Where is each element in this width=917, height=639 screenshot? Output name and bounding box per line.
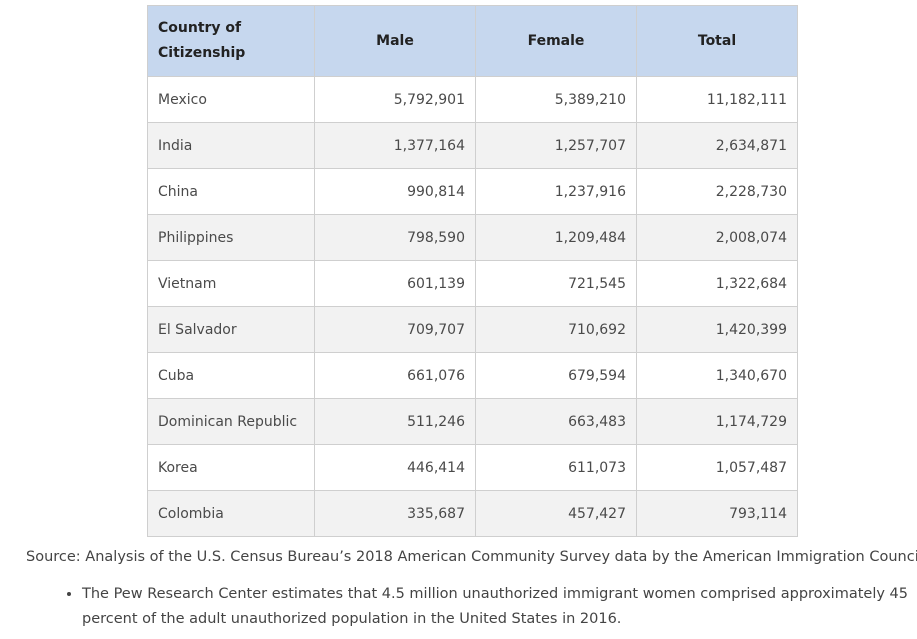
male-cell: 601,139 <box>314 260 476 307</box>
total-cell: 2,008,074 <box>636 214 798 261</box>
country-cell: El Salvador <box>147 306 315 353</box>
country-cell: Philippines <box>147 214 315 261</box>
table-row: Dominican Republic 511,246 663,483 1,174,72… <box>147 398 798 445</box>
table-row: Vietnam 601,139 721,545 1,322,684 <box>147 260 798 307</box>
table-row: Mexico 5,792,901 5,389,210 11,182,111 <box>147 76 798 123</box>
table-row: China 990,814 1,237,916 2,228,730 <box>147 168 798 215</box>
table-body: Mexico 5,792,901 5,389,210 11,182,111 India 1… <box>147 76 798 537</box>
immigrant-population-table: Country of Citizenship Male Female Total… <box>147 5 798 537</box>
male-cell: 1,377,164 <box>314 122 476 169</box>
table-row: Cuba 661,076 679,594 1,340,670 <box>147 352 798 399</box>
female-cell: 457,427 <box>475 490 637 537</box>
header-country-line1: Country of <box>158 20 242 36</box>
notes-list: The Pew Research Center estimates that 4… <box>60 582 912 632</box>
table-row: El Salvador 709,707 710,692 1,420,399 <box>147 306 798 353</box>
female-cell: 611,073 <box>475 444 637 491</box>
country-cell: Korea <box>147 444 315 491</box>
female-cell: 1,209,484 <box>475 214 637 261</box>
table-row: Colombia 335,687 457,427 793,114 <box>147 490 798 537</box>
male-cell: 990,814 <box>314 168 476 215</box>
female-cell: 5,389,210 <box>475 76 637 123</box>
header-male: Male <box>314 5 476 77</box>
female-cell: 710,692 <box>475 306 637 353</box>
table-row: India 1,377,164 1,257,707 2,634,871 <box>147 122 798 169</box>
country-cell: Cuba <box>147 352 315 399</box>
header-female: Female <box>475 5 637 77</box>
female-cell: 663,483 <box>475 398 637 445</box>
female-cell: 1,237,916 <box>475 168 637 215</box>
total-cell: 1,340,670 <box>636 352 798 399</box>
country-cell: Dominican Republic <box>147 398 315 445</box>
country-cell: China <box>147 168 315 215</box>
table-row: Philippines 798,590 1,209,484 2,008,074 <box>147 214 798 261</box>
male-cell: 798,590 <box>314 214 476 261</box>
header-country-line2: Citizenship <box>158 45 246 61</box>
total-cell: 2,634,871 <box>636 122 798 169</box>
total-cell: 2,228,730 <box>636 168 798 215</box>
country-cell: India <box>147 122 315 169</box>
country-cell: Mexico <box>147 76 315 123</box>
male-cell: 5,792,901 <box>314 76 476 123</box>
country-cell: Vietnam <box>147 260 315 307</box>
female-cell: 679,594 <box>475 352 637 399</box>
female-cell: 721,545 <box>475 260 637 307</box>
male-cell: 511,246 <box>314 398 476 445</box>
total-cell: 1,420,399 <box>636 306 798 353</box>
male-cell: 446,414 <box>314 444 476 491</box>
list-item: The Pew Research Center estimates that 4… <box>82 582 912 632</box>
table-row: Korea 446,414 611,073 1,057,487 <box>147 444 798 491</box>
total-cell: 1,057,487 <box>636 444 798 491</box>
table-header-row: Country of Citizenship Male Female Total <box>147 5 798 77</box>
source-note: Source: Analysis of the U.S. Census Bure… <box>26 549 917 565</box>
header-total: Total <box>636 5 798 77</box>
country-cell: Colombia <box>147 490 315 537</box>
female-cell: 1,257,707 <box>475 122 637 169</box>
total-cell: 1,174,729 <box>636 398 798 445</box>
male-cell: 709,707 <box>314 306 476 353</box>
total-cell: 793,114 <box>636 490 798 537</box>
total-cell: 1,322,684 <box>636 260 798 307</box>
header-country: Country of Citizenship <box>147 5 315 77</box>
male-cell: 335,687 <box>314 490 476 537</box>
male-cell: 661,076 <box>314 352 476 399</box>
total-cell: 11,182,111 <box>636 76 798 123</box>
